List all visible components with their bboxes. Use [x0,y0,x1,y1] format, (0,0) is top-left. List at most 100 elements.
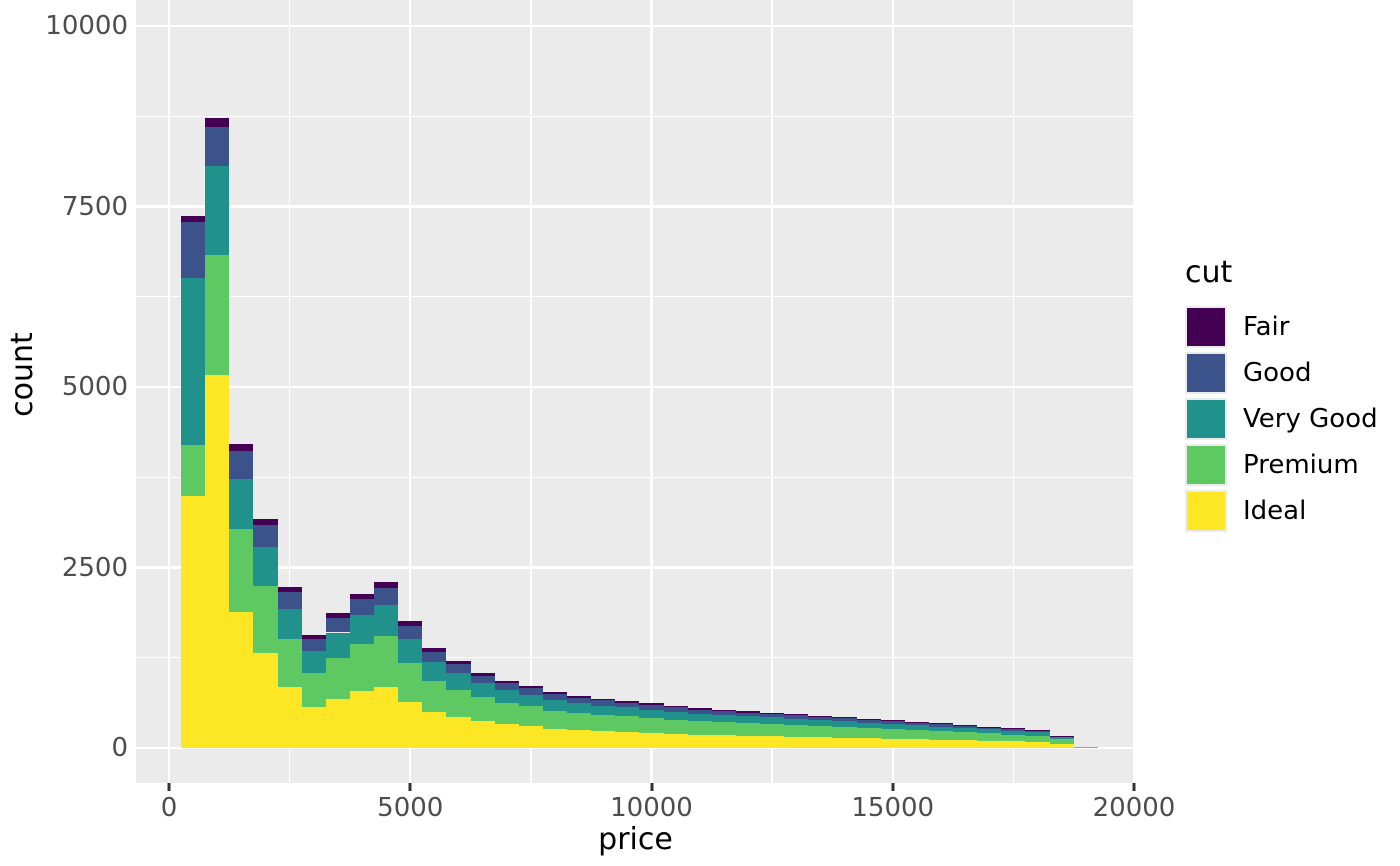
bar-segment-fair [808,715,833,717]
bar-segment-very-good [663,711,688,720]
bar-segment-good [856,719,881,723]
bar-segment-fair [735,711,761,713]
histogram-bar [1001,728,1026,748]
bar-segment-fair [953,724,978,726]
bar-segment-ideal [446,716,471,748]
legend-label: Fair [1243,312,1290,342]
bar-segment-good [880,721,905,724]
bar-segment-very-good [615,707,640,717]
bar-segment-fair [760,712,785,714]
histogram-bar [928,723,954,748]
legend-title: cut [1185,255,1233,290]
bar-segment-good [422,651,447,663]
bar-segment-premium [1049,739,1074,744]
legend-item-premium[interactable]: Premium [1185,442,1400,488]
bar-segment-good [518,688,543,695]
bar-segment-very-good [518,694,543,707]
bar-segment-ideal [229,612,254,748]
bar-segment-fair [1025,729,1050,731]
bar-segment-ideal [663,733,688,748]
bar-segment-ideal [953,740,978,748]
histogram-bar [567,695,592,748]
bar-segment-fair [229,444,254,452]
histogram-bar [349,593,375,748]
y-tick-label: 5000 [61,372,128,402]
bar-segment-ideal [977,740,1002,748]
histogram-bar [325,613,350,748]
bar-segment-very-good [1001,730,1026,735]
bar-segment-premium [977,733,1002,741]
y-tick-label: 2500 [61,552,128,583]
bar-segment-very-good [470,683,495,698]
histogram-bar [253,519,278,748]
bar-segment-very-good [977,729,1002,734]
bar-segment-very-good [639,709,664,719]
bar-segment-premium [494,702,519,725]
legend-item-fair[interactable]: Fair [1185,304,1400,350]
bar-segment-ideal [205,375,230,748]
bar-segment-ideal [301,707,326,748]
bar-segment-premium [615,716,640,732]
bar-segment-premium [181,445,206,496]
bar-segment-fair [880,720,905,721]
bar-segment-fair [518,685,543,689]
x-tick-label: 0 [160,793,178,823]
legend-swatch-icon [1187,308,1225,346]
legend-item-very-good[interactable]: Very Good [1185,396,1400,442]
bar-segment-very-good [422,662,447,681]
bar-segment-fair [494,680,519,683]
bar-segment-very-good [928,726,954,732]
histogram-bar [277,586,302,748]
bar-segment-ideal [591,731,616,748]
bar-segment-good [832,717,857,722]
bar-segment-fair [663,705,688,708]
gridline-minor-x [288,0,291,783]
gridline-major-x [1132,0,1135,783]
x-tick-mark [167,783,171,791]
legend-item-ideal[interactable]: Ideal [1185,488,1400,534]
bar-segment-very-good [760,717,785,724]
histogram-bar [1049,735,1074,748]
bar-segment-good [229,451,254,479]
bar-segment-good [928,723,954,727]
bar-segment-very-good [591,705,616,715]
legend-label: Ideal [1243,496,1307,526]
bar-segment-premium [229,529,254,613]
bar-segment-premium [832,726,857,738]
legend-key-background [1185,490,1227,532]
bar-segment-good [591,700,616,706]
legend: cut Fair Good Very Good Premium Ideal [1185,258,1400,534]
bar-segment-good [205,127,230,166]
bar-segment-premium [567,713,592,730]
bar-segment-ideal [277,686,302,748]
bar-segment-good [904,722,929,726]
bar-segment-good [1001,728,1026,731]
bar-segment-ideal [808,737,833,748]
bar-segment-ideal [253,653,278,748]
histogram-bar [494,680,519,748]
bar-segment-good [446,664,471,674]
gridline-minor-x [1012,0,1015,783]
bar-segment-premium [542,710,568,729]
bar-segment-fair [591,698,616,701]
histogram-bar [953,724,978,748]
legend-key-background [1185,444,1227,486]
bar-segment-very-good [856,722,881,729]
gridline-minor-y [136,296,1135,298]
legend-item-good[interactable]: Good [1185,350,1400,396]
legend-swatch-icon [1187,354,1225,392]
bar-segment-fair [977,726,1002,728]
x-tick-label: 15000 [851,793,935,823]
bar-segment-premium [422,680,447,712]
bars-layer [136,0,1135,783]
bar-segment-fair [301,634,326,639]
gridline-major-y [136,205,1135,208]
bar-segment-ideal [928,739,954,748]
histogram-bar [808,715,833,748]
histogram-bar [229,444,254,748]
bar-segment-ideal [711,735,736,748]
bar-segment-good [470,675,495,684]
bar-segment-premium [1073,746,1098,748]
bar-segment-good [784,715,809,719]
